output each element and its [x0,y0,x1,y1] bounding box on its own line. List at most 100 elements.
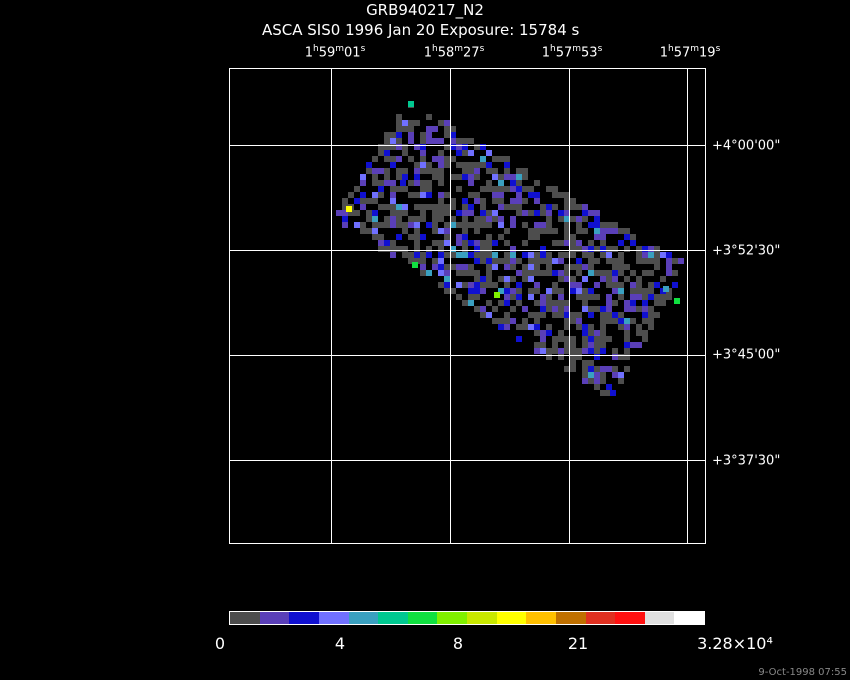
count-pixel [390,138,396,144]
count-pixel [576,318,582,324]
count-pixel [420,270,426,276]
count-pixel [630,318,636,324]
count-pixel [540,294,546,300]
count-pixel [426,270,432,276]
count-pixel [558,276,564,282]
count-pixel [570,198,576,204]
count-pixel [348,192,354,198]
count-pixel [390,204,396,210]
count-pixel [522,264,528,270]
count-pixel [606,282,612,288]
count-pixel [642,312,648,318]
count-pixel [600,270,606,276]
count-pixel [378,204,384,210]
count-pixel [468,168,474,174]
count-pixel [600,306,606,312]
count-pixel [408,132,414,138]
count-pixel [546,222,552,228]
count-pixel [504,168,510,174]
count-pixel [498,234,504,240]
count-pixel [612,366,618,372]
count-pixel [450,222,456,228]
count-pixel [414,174,420,180]
colorbar-label: 3.28×10⁴ [697,634,773,653]
count-pixel [474,288,480,294]
count-pixel [450,156,456,162]
count-pixel [564,204,570,210]
count-pixel [408,180,414,186]
count-pixel [588,348,594,354]
count-pixel [444,252,450,258]
bright-source-pixel [408,101,414,107]
count-pixel [426,204,432,210]
count-pixel [546,204,552,210]
count-pixel [642,318,648,324]
count-pixel [468,222,474,228]
count-pixel [564,366,570,372]
count-pixel [636,342,642,348]
count-pixel [588,312,594,318]
count-pixel [618,228,624,234]
count-pixel [378,234,384,240]
count-pixel [588,252,594,258]
count-pixel [420,168,426,174]
count-pixel [576,324,582,330]
count-pixel [504,300,510,306]
count-pixel [540,210,546,216]
count-pixel [594,366,600,372]
count-pixel [420,204,426,210]
count-pixel [342,210,348,216]
count-pixel [420,192,426,198]
count-pixel [414,180,420,186]
count-pixel [360,198,366,204]
count-pixel [432,126,438,132]
count-pixel [486,162,492,168]
count-pixel [444,144,450,150]
count-pixel [582,288,588,294]
count-pixel [438,240,444,246]
count-pixel [492,198,498,204]
bright-source-pixel [663,286,669,292]
count-pixel [570,354,576,360]
count-pixel [600,246,606,252]
count-pixel [510,264,516,270]
count-pixel [468,282,474,288]
count-pixel [582,306,588,312]
count-pixel [480,306,486,312]
count-pixel [564,252,570,258]
count-pixel [588,372,594,378]
count-pixel [384,150,390,156]
count-pixel [372,234,378,240]
count-pixel [432,138,438,144]
count-pixel [462,252,468,258]
count-pixel [486,186,492,192]
count-pixel [438,252,444,258]
count-pixel [462,222,468,228]
count-pixel [642,330,648,336]
count-pixel [522,306,528,312]
count-pixel [534,192,540,198]
count-pixel [498,156,504,162]
dec-tick-label: +3°45'00" [712,347,781,363]
count-pixel [396,186,402,192]
count-pixel [666,252,672,258]
count-pixel [402,222,408,228]
count-pixel [516,324,522,330]
colorbar-swatch [585,612,616,624]
count-pixel [570,288,576,294]
count-pixel [648,294,654,300]
count-pixel [456,210,462,216]
count-pixel [642,258,648,264]
x-ray-counts-map [336,101,684,396]
count-pixel [552,312,558,318]
count-pixel [600,252,606,258]
colorbar-label: 8 [452,634,464,653]
colorbar-swatch [526,612,556,624]
count-pixel [468,252,474,258]
count-pixel [474,168,480,174]
count-pixel [342,216,348,222]
count-pixel [624,228,630,234]
count-pixel [390,246,396,252]
count-pixel [624,276,630,282]
